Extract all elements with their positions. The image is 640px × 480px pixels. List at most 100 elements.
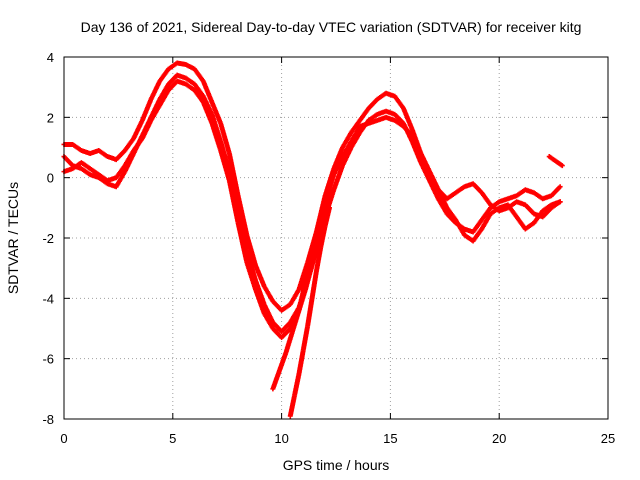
data-point-cluster — [139, 98, 153, 123]
data-point-cluster — [427, 169, 441, 191]
data-point-cluster — [289, 309, 302, 335]
data-point-cluster — [270, 369, 282, 392]
y-axis-label: SDTVAR / TECUs — [5, 182, 21, 294]
data-point-cluster — [218, 120, 232, 155]
data-point-cluster — [283, 330, 295, 356]
data-point-cluster — [261, 301, 275, 324]
data-point-cluster — [218, 138, 232, 173]
x-tick-label: 0 — [60, 431, 67, 446]
x-tick-label: 25 — [601, 431, 615, 446]
data-point-cluster — [487, 206, 501, 217]
data-point-cluster — [279, 327, 292, 341]
data-point-cluster — [192, 81, 205, 98]
data-point-cluster — [244, 259, 258, 291]
data-point-cluster — [418, 160, 432, 182]
data-point-cluster — [96, 172, 109, 183]
y-tick-label: -8 — [42, 412, 54, 427]
data-point-cluster — [505, 202, 519, 219]
data-point-cluster — [340, 146, 354, 169]
data-point-cluster — [418, 151, 432, 173]
data-point-cluster — [252, 262, 267, 288]
x-tick-label: 20 — [492, 431, 506, 446]
data-point-cluster — [374, 91, 388, 102]
data-point-cluster — [287, 288, 301, 307]
chart-title: Day 136 of 2021, Sidereal Day-to-day VTE… — [81, 19, 582, 35]
data-point-cluster — [148, 80, 162, 102]
data-point-cluster — [435, 196, 449, 215]
data-point-cluster — [200, 78, 214, 104]
data-point-cluster — [340, 131, 353, 150]
data-point-cluster — [157, 67, 171, 84]
data-point-cluster — [470, 218, 484, 235]
data-point-cluster — [522, 221, 536, 232]
data-point-cluster — [113, 149, 127, 163]
data-point-cluster — [340, 140, 353, 160]
data-point-cluster — [313, 200, 328, 238]
data-point-cluster — [292, 372, 302, 398]
data-point-cluster — [322, 173, 336, 205]
data-point-cluster — [148, 104, 162, 123]
data-point-cluster — [427, 178, 441, 200]
data-point-cluster — [400, 123, 414, 137]
data-point-cluster — [226, 151, 241, 197]
data-point-cluster — [305, 297, 315, 328]
y-tick-label: 0 — [47, 171, 54, 186]
data-point-cluster — [226, 178, 241, 224]
data-point-cluster — [131, 119, 145, 141]
data-point-cluster — [357, 106, 371, 123]
data-point-cluster — [157, 83, 171, 102]
y-tick-label: -2 — [42, 231, 54, 246]
data-point-cluster — [313, 246, 323, 274]
data-point-cluster — [139, 119, 153, 141]
data-point-cluster — [261, 310, 275, 330]
data-point-cluster — [400, 105, 415, 131]
data-point-cluster — [322, 206, 332, 229]
data-point-cluster — [487, 200, 501, 211]
data-point-cluster — [331, 164, 345, 193]
data-point-cluster — [453, 217, 467, 237]
data-point-cluster — [122, 137, 136, 154]
data-point-cluster — [392, 111, 405, 125]
data-point-cluster — [331, 155, 345, 178]
data-point-cluster — [366, 112, 379, 123]
y-tick-label: -4 — [42, 291, 54, 306]
data-point-cluster — [409, 132, 423, 155]
data-point-cluster — [165, 61, 179, 72]
data-point-cluster — [244, 247, 258, 282]
data-point-cluster — [522, 202, 536, 216]
data-point-cluster — [276, 351, 288, 374]
data-point-cluster — [309, 237, 321, 268]
data-point-cluster — [514, 214, 527, 231]
x-tick-label: 10 — [274, 431, 288, 446]
data-point-cluster — [348, 125, 362, 144]
data-point-cluster — [235, 208, 249, 252]
data-point-cluster — [479, 190, 493, 207]
series-arc-5 — [287, 205, 332, 419]
y-tick-label: 2 — [47, 110, 54, 125]
data-point-cluster — [87, 166, 101, 177]
series-arc-2 — [61, 72, 563, 335]
data-point-cluster — [348, 131, 362, 150]
data-point-cluster — [209, 111, 223, 143]
data-point-cluster — [453, 185, 466, 196]
data-point-cluster — [444, 205, 458, 222]
data-point-cluster — [279, 321, 292, 335]
data-point-cluster — [209, 99, 223, 125]
data-point-cluster — [409, 138, 423, 164]
data-point-cluster — [218, 148, 232, 182]
data-point-cluster — [261, 283, 275, 303]
data-point-cluster — [392, 117, 405, 129]
data-point-cluster — [287, 393, 297, 419]
data-point-cluster — [200, 99, 214, 125]
data-point-cluster — [209, 120, 223, 152]
data-point-cluster — [113, 164, 127, 181]
x-tick-label: 5 — [169, 431, 176, 446]
data-point — [557, 184, 563, 190]
data-point-cluster — [252, 286, 267, 315]
data-point-cluster — [392, 93, 406, 110]
data-point-cluster — [192, 87, 205, 104]
data-point-cluster — [540, 206, 553, 220]
data-point-cluster — [514, 188, 527, 199]
data-point-cluster — [122, 149, 136, 169]
data-point-cluster — [165, 79, 179, 93]
